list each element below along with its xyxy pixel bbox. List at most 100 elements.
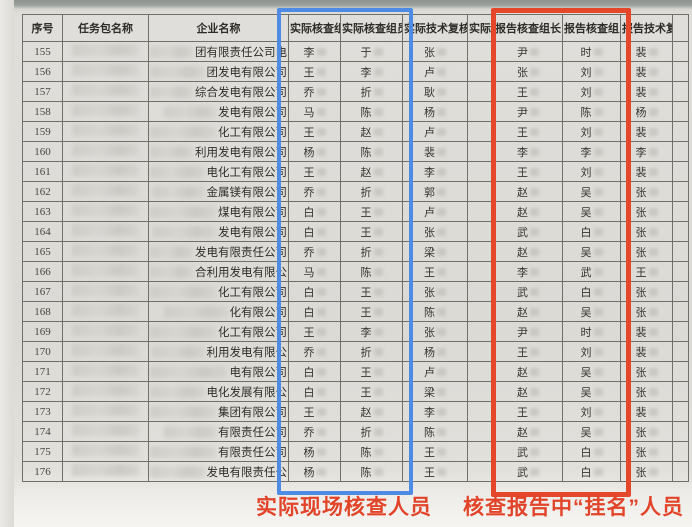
- actual-member-cell: 折: [340, 341, 403, 362]
- report-leader-cell: 尹: [493, 321, 563, 342]
- enterprise-cell: 利用发电有限公: [148, 341, 289, 362]
- report-reviewer-cell: 王: [620, 261, 673, 282]
- name-smudge: [316, 307, 326, 316]
- name-smudge: [530, 447, 539, 456]
- name-smudge: [316, 287, 326, 296]
- report-leader-cell: 赵: [493, 361, 563, 382]
- actual-approver-cell: [467, 461, 494, 482]
- report-member-cell: 刘: [562, 401, 621, 422]
- report-leader-cell: 李: [493, 141, 563, 162]
- actual-member-cell: 折: [340, 181, 403, 202]
- report-reviewer-cell: 裴: [620, 81, 673, 102]
- actual-reviewer-cell: 张: [402, 41, 468, 62]
- enterprise-name-suffix: 利用发电有限公: [206, 346, 288, 359]
- edge-sliver-cell: [672, 241, 689, 262]
- redaction-blur: [71, 64, 140, 76]
- name-smudge: [373, 87, 383, 96]
- name-smudge: [648, 47, 658, 56]
- table-row: 171 电有限公司 白 王 卢 赵 吴 张: [22, 361, 689, 382]
- serial-cell: 163: [22, 201, 63, 222]
- name-smudge: [373, 307, 383, 316]
- name-smudge: [373, 387, 383, 396]
- name-smudge: [648, 307, 658, 316]
- edge-sliver-cell: [672, 461, 689, 482]
- report-member-cell: 刘: [562, 341, 621, 362]
- enterprise-cell: 利用发电有限公司: [148, 141, 289, 162]
- actual-approver-cell: [467, 381, 494, 402]
- actual-approver-cell: [467, 401, 494, 422]
- report-leader-cell: 武: [493, 281, 563, 302]
- report-reviewer-cell: 裴: [620, 61, 673, 82]
- name-smudge: [648, 347, 658, 356]
- name-smudge: [437, 387, 446, 396]
- report-reviewer-cell: 张: [620, 421, 673, 442]
- name-smudge: [437, 327, 446, 336]
- report-leader-cell: 王: [493, 81, 563, 102]
- edge-sliver-cell: [672, 361, 689, 382]
- redaction-blur: [150, 125, 216, 138]
- enterprise-cell: 综合发电有限公司: [148, 81, 289, 102]
- redaction-blur: [152, 345, 205, 358]
- name-smudge: [316, 447, 326, 456]
- redaction-blur: [71, 164, 140, 176]
- name-smudge: [648, 407, 658, 416]
- actual-leader-cell: 马: [288, 101, 341, 122]
- redaction-blur: [71, 344, 140, 356]
- name-smudge: [437, 147, 446, 156]
- name-smudge: [648, 227, 658, 236]
- name-smudge: [593, 447, 603, 456]
- report-reviewer-cell: 张: [620, 361, 673, 382]
- actual-leader-cell: 乔: [288, 181, 341, 202]
- name-smudge: [530, 227, 539, 236]
- serial-cell: 164: [22, 221, 63, 242]
- report-member-cell: 武: [562, 261, 621, 282]
- actual-approver-cell: [467, 361, 494, 382]
- actual-leader-cell: 乔: [288, 241, 341, 262]
- report-reviewer-cell: 裴: [620, 121, 673, 142]
- serial-cell: 155: [22, 41, 63, 62]
- report-reviewer-cell: 张: [620, 281, 673, 302]
- name-smudge: [373, 67, 383, 76]
- name-smudge: [593, 247, 603, 256]
- report-leader-cell: 赵: [493, 241, 563, 262]
- report-leader-cell: 赵: [493, 301, 563, 322]
- actual-member-cell: 赵: [340, 401, 403, 422]
- actual-approver-cell: [467, 321, 494, 342]
- header-edge-sliver: [672, 14, 689, 42]
- redaction-blur: [163, 105, 216, 118]
- actual-leader-cell: 白: [288, 221, 341, 242]
- table-row: 164 发电有限公司 白 王 张 武 白 张: [22, 221, 689, 242]
- enterprise-cell: 金属镁有限公司: [148, 181, 289, 202]
- actual-approver-cell: [467, 221, 494, 242]
- report-leader-cell: 王: [493, 121, 563, 142]
- task-package-cell-redacted: [62, 401, 149, 422]
- edge-sliver-cell: [672, 441, 689, 462]
- name-smudge: [593, 387, 603, 396]
- task-package-cell-redacted: [62, 81, 149, 102]
- enterprise-name-suffix: 发电有限责任公司: [195, 246, 287, 259]
- header-actual-member: 实际核查组员: [340, 14, 403, 42]
- task-package-cell-redacted: [62, 361, 149, 382]
- actual-leader-cell: 白: [288, 381, 341, 402]
- name-smudge: [648, 127, 658, 136]
- name-smudge: [437, 307, 446, 316]
- name-smudge: [437, 407, 446, 416]
- actual-approver-cell: [467, 181, 494, 202]
- report-reviewer-cell: 杨: [620, 101, 673, 122]
- edge-sliver-cell: [672, 321, 689, 342]
- task-package-cell-redacted: [62, 281, 149, 302]
- serial-cell: 161: [22, 161, 63, 182]
- edge-sliver-cell: [672, 61, 689, 82]
- actual-reviewer-cell: 张: [402, 321, 468, 342]
- actual-reviewer-cell: 耿: [402, 81, 468, 102]
- enterprise-name-suffix: 电有限公司: [229, 366, 288, 379]
- report-leader-cell: 赵: [493, 201, 563, 222]
- enterprise-cell: 合利用发电有限公: [148, 261, 289, 282]
- report-member-cell: 白: [562, 221, 621, 242]
- serial-cell: 170: [22, 341, 63, 362]
- verification-roster-table: 序号 任务包名称 企业名称 实际核查组长 实际核查组员 实际技术复核人 实际批准…: [22, 14, 689, 482]
- actual-reviewer-cell: 李: [402, 401, 468, 422]
- name-smudge: [648, 107, 658, 116]
- name-smudge: [530, 47, 539, 56]
- actual-member-cell: 李: [340, 321, 403, 342]
